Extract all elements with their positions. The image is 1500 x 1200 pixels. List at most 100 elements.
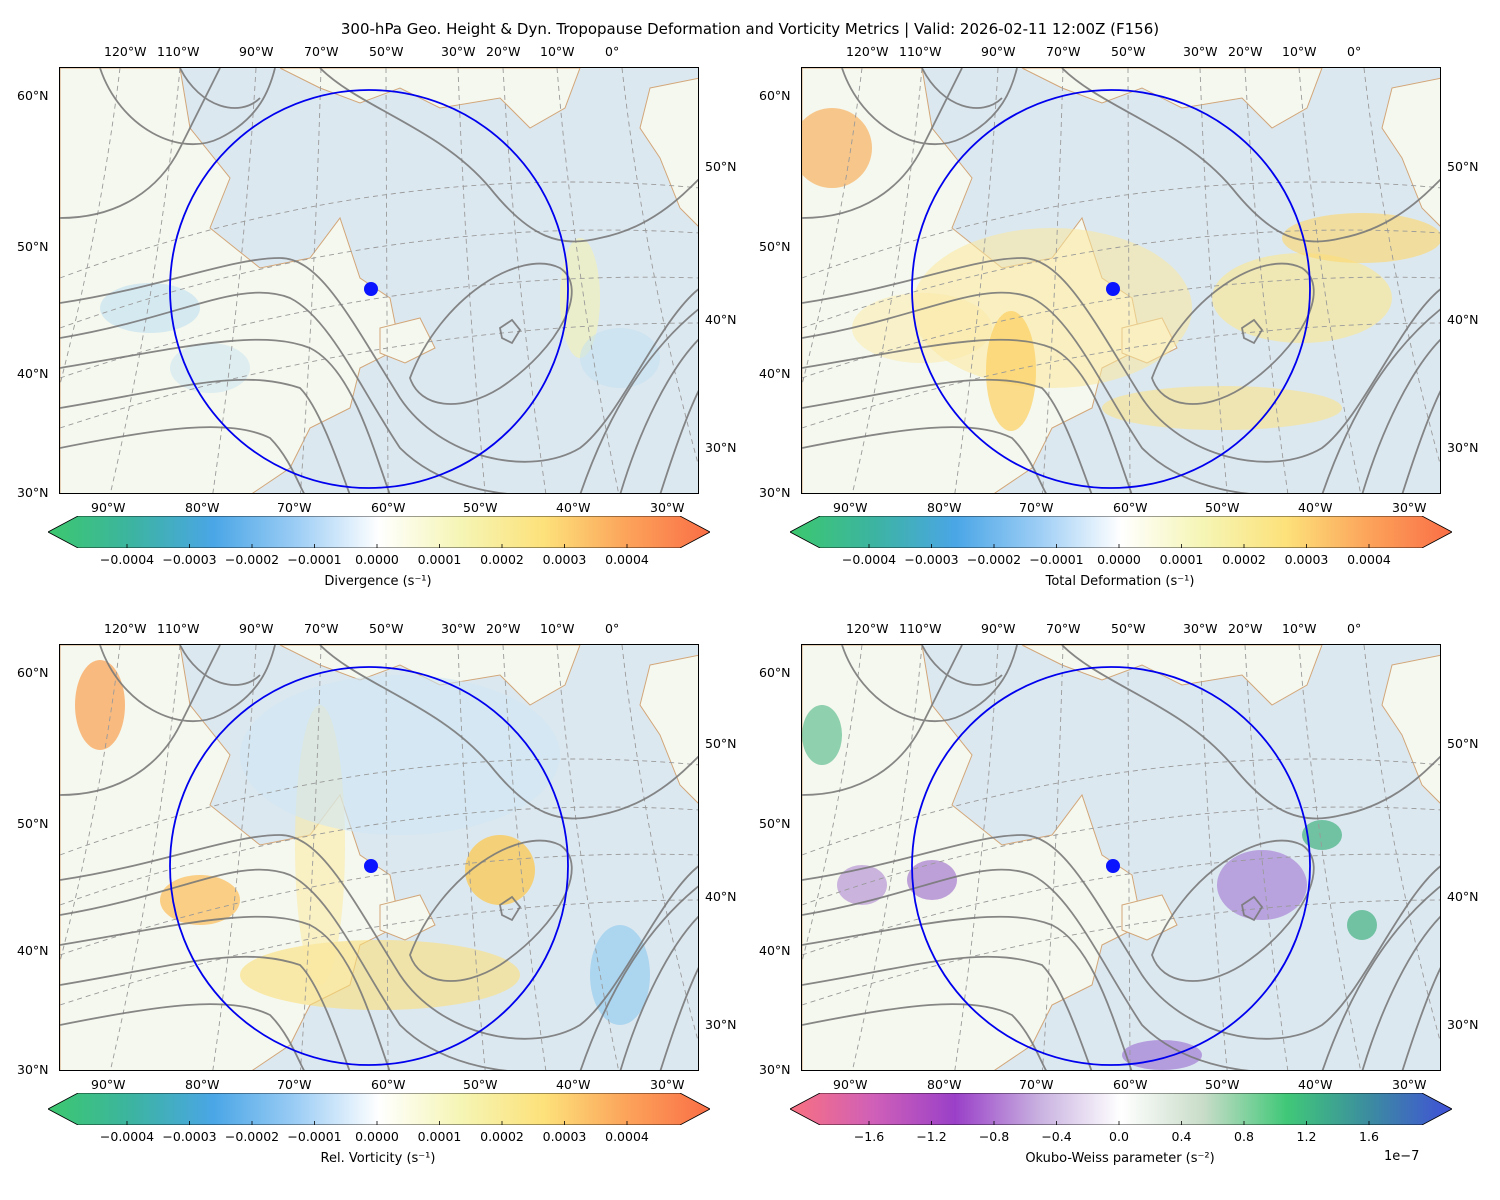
height-contours (60, 68, 698, 493)
colorbar-total-deformation (789, 515, 1453, 549)
colorbar-tick-label: 0.0001 (417, 552, 462, 567)
colorbar-tick-label: 0.0003 (542, 552, 587, 567)
right-lat-label: 40°N (705, 312, 737, 327)
colorbar-label: Okubo-Weiss parameter (s⁻²) (1025, 1151, 1215, 1166)
field-shading (1102, 386, 1342, 430)
left-lat-label: 60°N (759, 665, 791, 680)
colorbar-tick-label: 1.2 (1296, 1129, 1317, 1144)
bottom-lon-label: 70°W (1019, 500, 1054, 515)
figure-title: 300-hPa Geo. Height & Dyn. Tropopause De… (340, 20, 1160, 38)
europe-land (639, 77, 698, 227)
field-shading (580, 328, 660, 388)
graticule (802, 645, 1440, 1070)
colorbar-tick-label: −0.0001 (1029, 552, 1084, 567)
top-lon-label: 120°W (104, 621, 147, 636)
right-lat-label: 40°N (705, 889, 737, 904)
top-lon-label: 30°W (1183, 621, 1218, 636)
top-lon-label: 110°W (899, 44, 942, 59)
colorbar-tick-label: 0.0000 (1097, 552, 1141, 567)
left-lat-label: 40°N (17, 366, 49, 381)
center-point-marker (364, 859, 378, 873)
bottom-lon-label: 50°W (463, 1077, 498, 1092)
colorbar-tick-label: 0.0 (1109, 1129, 1129, 1144)
colorbar-tick-label: −0.0003 (162, 552, 217, 567)
top-lon-label: 50°W (1111, 44, 1146, 59)
colorbar-tick-label: 1.6 (1359, 1129, 1379, 1144)
bottom-lon-label: 30°W (650, 500, 685, 515)
field-shading (907, 860, 957, 900)
height-contours (802, 68, 1440, 493)
colorbar-tick-label: −1.6 (853, 1129, 885, 1144)
colorbar-okubo-weiss (789, 1092, 1453, 1126)
bottom-lon-label: 90°W (91, 500, 126, 515)
bottom-lon-label: 40°W (556, 500, 591, 515)
right-lat-label: 50°N (1447, 159, 1479, 174)
colorbar-tick-label: 0.0000 (355, 1129, 399, 1144)
right-lat-label: 30°N (1447, 440, 1479, 455)
bottom-lon-label: 80°W (927, 500, 962, 515)
center-point-marker (1106, 859, 1120, 873)
left-lat-label: 30°N (759, 485, 791, 500)
colorbar-exponent: 1e−7 (1384, 1149, 1420, 1164)
colorbar-tick-label: 0.0000 (355, 552, 399, 567)
top-lon-label: 120°W (846, 44, 889, 59)
field-shading (465, 835, 535, 905)
colorbar-tick-label: 0.0003 (1284, 552, 1329, 567)
top-lon-label: 20°W (486, 621, 521, 636)
top-lon-label: 20°W (1228, 44, 1263, 59)
bottom-lon-label: 40°W (1298, 500, 1333, 515)
colorbar-tick-label: −0.4 (1041, 1129, 1072, 1144)
left-lat-label: 30°N (759, 1062, 791, 1077)
bottom-lon-label: 50°W (1205, 500, 1240, 515)
bottom-lon-label: 60°W (371, 1077, 406, 1092)
right-lat-label: 50°N (705, 736, 737, 751)
colorbar-tick-label: −0.0004 (99, 1129, 155, 1144)
top-lon-label: 70°W (1046, 621, 1081, 636)
colorbar-tick-label: −1.2 (916, 1129, 947, 1144)
top-lon-label: 50°W (1111, 621, 1146, 636)
height-contours (802, 645, 1440, 1070)
field-shading (1282, 213, 1440, 263)
top-lon-label: 70°W (304, 44, 339, 59)
colorbar-tick-label: 0.0004 (605, 1129, 649, 1144)
top-lon-label: 10°W (1282, 621, 1317, 636)
colorbar-tick-label: 0.0002 (480, 552, 524, 567)
greenland-land (279, 68, 581, 129)
center-point-marker (364, 282, 378, 296)
left-lat-label: 50°N (759, 816, 791, 831)
colorbar-tick-label: −0.0004 (841, 552, 897, 567)
colorbar-tick-label: 0.8 (1234, 1129, 1254, 1144)
map-canvas (802, 645, 1440, 1070)
colorbar-tick-label: 0.0003 (542, 1129, 587, 1144)
top-lon-label: 50°W (369, 621, 404, 636)
bottom-lon-label: 90°W (91, 1077, 126, 1092)
colorbar-divergence (47, 515, 711, 549)
colorbar-label: Rel. Vorticity (s⁻¹) (320, 1151, 436, 1166)
top-lon-label: 10°W (540, 44, 575, 59)
colorbar-label: Total Deformation (s⁻¹) (1045, 574, 1195, 589)
top-lon-label: 0° (1347, 44, 1362, 59)
map-canvas (802, 68, 1440, 493)
left-lat-label: 40°N (759, 943, 791, 958)
bottom-lon-label: 80°W (927, 1077, 962, 1092)
europe-land (639, 654, 698, 804)
left-lat-label: 50°N (759, 239, 791, 254)
colorbar-tick-label: 0.0004 (605, 552, 649, 567)
bottom-lon-label: 30°W (650, 1077, 685, 1092)
field-shading (802, 705, 842, 765)
colorbar-tick-label: −0.0003 (904, 552, 959, 567)
field-shading (852, 293, 992, 363)
top-lon-label: 0° (605, 44, 620, 59)
colorbar-tick-label: −0.0001 (287, 552, 342, 567)
analysis-radius-circle (169, 666, 569, 1066)
top-lon-label: 0° (605, 621, 620, 636)
top-lon-label: 20°W (486, 44, 521, 59)
europe-land (1381, 654, 1440, 804)
bottom-lon-label: 90°W (833, 1077, 868, 1092)
colorbar-tick-label: 0.0001 (1159, 552, 1204, 567)
right-lat-label: 50°N (705, 159, 737, 174)
map-panel-divergence (59, 67, 699, 494)
top-lon-label: 30°W (441, 44, 476, 59)
field-shading (590, 925, 650, 1025)
bottom-lon-label: 50°W (463, 500, 498, 515)
